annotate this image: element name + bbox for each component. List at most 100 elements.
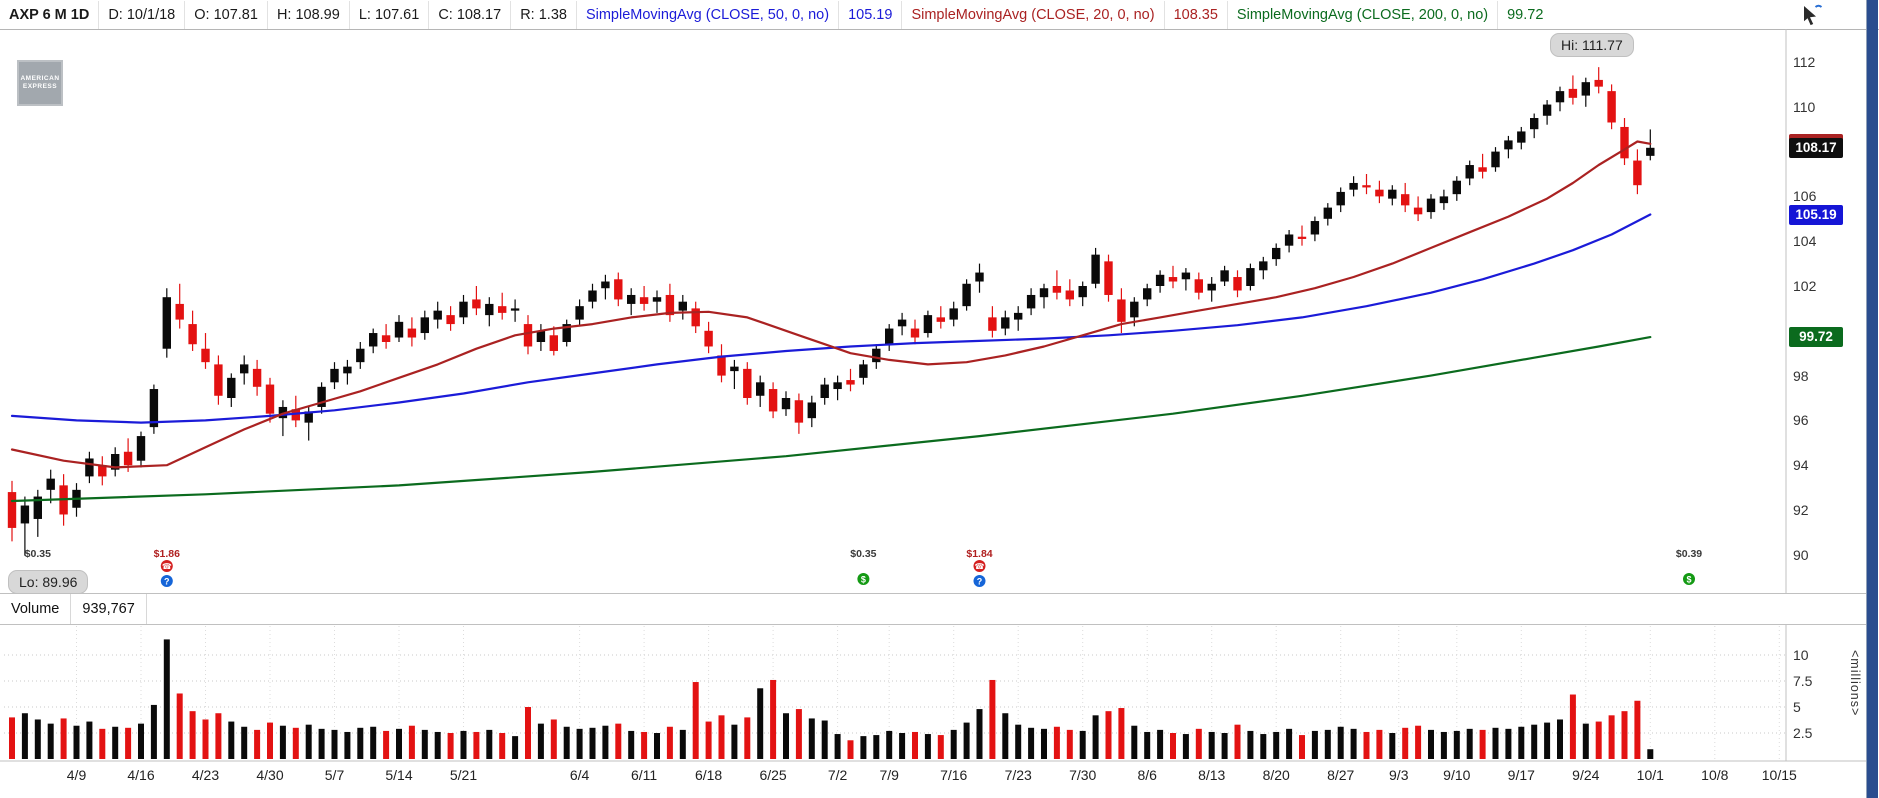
volume-bar xyxy=(1453,730,1460,759)
volume-bar xyxy=(1518,726,1525,759)
volume-bar xyxy=(486,729,493,759)
candle-body xyxy=(240,364,249,374)
candle-body xyxy=(1426,198,1436,213)
volume-bar xyxy=(1299,735,1305,759)
marker-label: ? xyxy=(164,577,170,587)
volume-bar xyxy=(9,717,15,759)
candle-body xyxy=(369,333,378,347)
volume-bar xyxy=(1337,726,1344,759)
candle-body xyxy=(1568,88,1578,98)
volume-bar xyxy=(1440,731,1447,759)
volume-bar xyxy=(808,718,815,759)
volume-bar xyxy=(1273,731,1280,759)
chart-header: AXP 6 M 1D D: 10/1/18 O: 107.81 H: 108.9… xyxy=(0,0,1879,30)
candle-body xyxy=(756,382,765,396)
candle-body xyxy=(317,386,326,407)
candle-body xyxy=(652,297,662,302)
volume-bar xyxy=(228,721,235,759)
volume-bar xyxy=(963,722,970,759)
candle-body xyxy=(356,348,365,363)
volume-bar xyxy=(21,713,28,759)
candle-body xyxy=(794,400,804,423)
volume-bar xyxy=(834,734,841,759)
candle-body xyxy=(123,451,133,466)
volume-bar xyxy=(318,728,325,759)
field-close: C: 108.17 xyxy=(428,0,510,29)
candle-body xyxy=(85,458,94,477)
volume-bar xyxy=(705,721,712,759)
candle-body xyxy=(910,328,920,338)
candle-body xyxy=(1413,207,1423,215)
volume-bar xyxy=(1157,729,1164,759)
candle-body xyxy=(1001,317,1010,329)
volume-bar xyxy=(1247,730,1254,759)
panel-divider[interactable] xyxy=(1866,0,1878,798)
volume-bar xyxy=(47,723,54,759)
pointer-tool-icon[interactable] xyxy=(1800,3,1824,27)
volume-bar xyxy=(589,727,596,759)
date-label: 4/30 xyxy=(256,767,284,783)
date-label: 9/17 xyxy=(1507,767,1535,783)
candle-body xyxy=(46,478,55,490)
marker-label: $0.39 xyxy=(1676,548,1702,560)
date-label: 6/11 xyxy=(630,767,658,783)
high-annotation-badge: Hi: 111.77 xyxy=(1550,33,1634,57)
date-label: 8/13 xyxy=(1198,767,1226,783)
volume-bar xyxy=(1105,711,1112,759)
volume-bar xyxy=(795,709,802,759)
volume-bar xyxy=(1402,727,1409,759)
study-sma20-label[interactable]: SimpleMovingAvg (CLOSE, 20, 0, no) xyxy=(901,0,1163,29)
candle-body xyxy=(1646,147,1655,156)
candle-body xyxy=(7,492,17,528)
candle-body xyxy=(1581,82,1590,96)
volume-bar xyxy=(1170,733,1176,759)
volume-bar xyxy=(305,724,312,759)
candle-body xyxy=(33,496,42,519)
candle-body xyxy=(704,330,713,347)
volume-bar xyxy=(886,730,893,759)
candle-body xyxy=(807,402,816,419)
candle-body xyxy=(394,321,404,338)
candle-body xyxy=(1091,254,1100,284)
candle-body xyxy=(1336,191,1345,206)
field-date: D: 10/1/18 xyxy=(98,0,184,29)
volume-bar xyxy=(912,731,918,759)
candle-body xyxy=(433,310,442,320)
volume-bar xyxy=(654,733,660,759)
sma20-line xyxy=(10,140,1652,469)
candle-body xyxy=(175,303,184,320)
date-label: 6/4 xyxy=(569,767,590,783)
candle-body xyxy=(1143,288,1152,300)
candle-body xyxy=(1323,207,1332,219)
volume-bar xyxy=(937,735,944,759)
volume-bar xyxy=(1479,729,1486,759)
date-label: 6/18 xyxy=(694,767,723,783)
volume-bar xyxy=(1079,730,1086,759)
candle-body xyxy=(1388,189,1397,199)
candle-body xyxy=(227,377,236,398)
candle-body xyxy=(1130,301,1139,318)
price-tick-label: 92 xyxy=(1793,502,1809,518)
candle-body xyxy=(897,319,907,327)
candle-body xyxy=(330,368,339,383)
study-sma50-value: 105.19 xyxy=(838,0,901,29)
sma200-line xyxy=(10,336,1652,503)
study-sma200-label[interactable]: SimpleMovingAvg (CLOSE, 200, 0, no) xyxy=(1226,0,1497,29)
volume-bar xyxy=(1324,729,1331,759)
volume-bar xyxy=(1544,722,1551,759)
volume-bar xyxy=(641,731,648,759)
volume-bar xyxy=(241,726,248,759)
volume-bar xyxy=(1415,725,1422,759)
candle-body xyxy=(1117,299,1126,322)
candle-body xyxy=(743,368,752,398)
study-sma50-label[interactable]: SimpleMovingAvg (CLOSE, 50, 0, no) xyxy=(575,0,838,29)
date-label: 10/1 xyxy=(1636,767,1664,783)
candle-body xyxy=(98,465,107,477)
volume-bar xyxy=(1195,728,1202,759)
candle-body xyxy=(420,317,429,334)
volume-bar xyxy=(615,723,622,759)
candle-body xyxy=(1233,277,1242,291)
candle-body xyxy=(1065,290,1074,300)
candle-body xyxy=(1155,274,1165,286)
